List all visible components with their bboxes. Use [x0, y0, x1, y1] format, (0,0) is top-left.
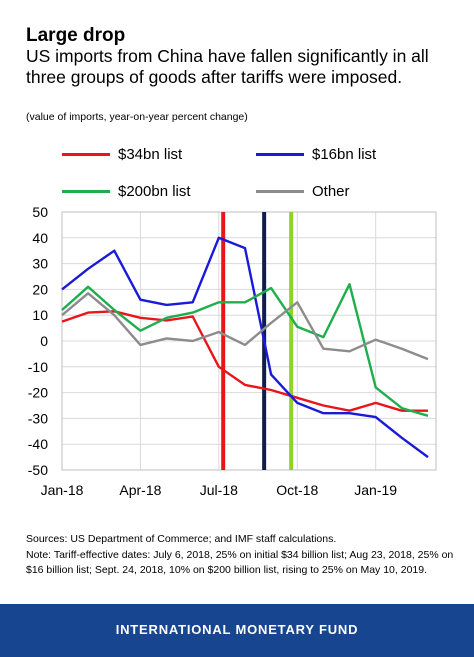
chart-title: Large drop [26, 25, 126, 46]
y-tick-label: 20 [32, 281, 48, 297]
x-tick-label: Apr-18 [119, 482, 161, 498]
plot-frame [61, 211, 437, 471]
y-tick-label: 10 [32, 307, 48, 323]
sources-line: Sources: US Department of Commerce; and … [26, 533, 337, 545]
y-tick-label: 50 [32, 204, 48, 220]
legend-swatch-34bn [62, 153, 110, 156]
x-tick-label: Jan-18 [41, 482, 84, 498]
imf-footer-banner: INTERNATIONAL MONETARY FUND [0, 604, 474, 657]
chart-subtitle: US imports from China have fallen signif… [26, 46, 429, 87]
legend-swatch-16bn [256, 153, 304, 156]
legend-item-16bn: $16bn list [256, 146, 376, 163]
sources-note: Sources: US Department of Commerce; and … [26, 532, 466, 579]
legend-item-other: Other [256, 183, 350, 200]
legend-label-200bn: $200bn list [118, 183, 191, 200]
legend-item-200bn: $200bn list [62, 183, 191, 200]
legend-swatch-other [256, 190, 304, 193]
series-line-2 [61, 236, 429, 459]
legend-label-34bn: $34bn list [118, 146, 183, 163]
y-tick-label: -10 [28, 359, 48, 375]
x-tick-label: Jul-18 [200, 482, 238, 498]
y-tick-label: -20 [28, 385, 48, 401]
series-line-4 [61, 292, 429, 361]
y-tick-label: 0 [40, 333, 48, 349]
y-tick-label: -50 [28, 462, 48, 478]
x-tick-label: Jan-19 [354, 482, 397, 498]
x-tick-label: Oct-18 [276, 482, 318, 498]
legend-label-other: Other [312, 183, 350, 200]
series-line-1 [61, 310, 428, 412]
series-line-3 [61, 282, 429, 417]
legend-label-16bn: $16bn list [312, 146, 377, 163]
line-chart: 50 40 30 20 10 0 -10 -20 -30 -40 -50 Jan-18 Apr-18 Ju… [28, 204, 437, 498]
y-tick-label: -40 [28, 436, 48, 452]
legend-swatch-200bn [62, 190, 110, 193]
unit-note: (value of imports, year-on-year percent … [26, 111, 248, 123]
y-tick-label: 40 [32, 230, 48, 246]
y-tick-label: -30 [28, 410, 48, 426]
legend-item-34bn: $34bn list [62, 146, 182, 163]
y-tick-label: 30 [32, 256, 48, 272]
tariff-note: Note: Tariff-effective dates: July 6, 20… [26, 548, 454, 577]
